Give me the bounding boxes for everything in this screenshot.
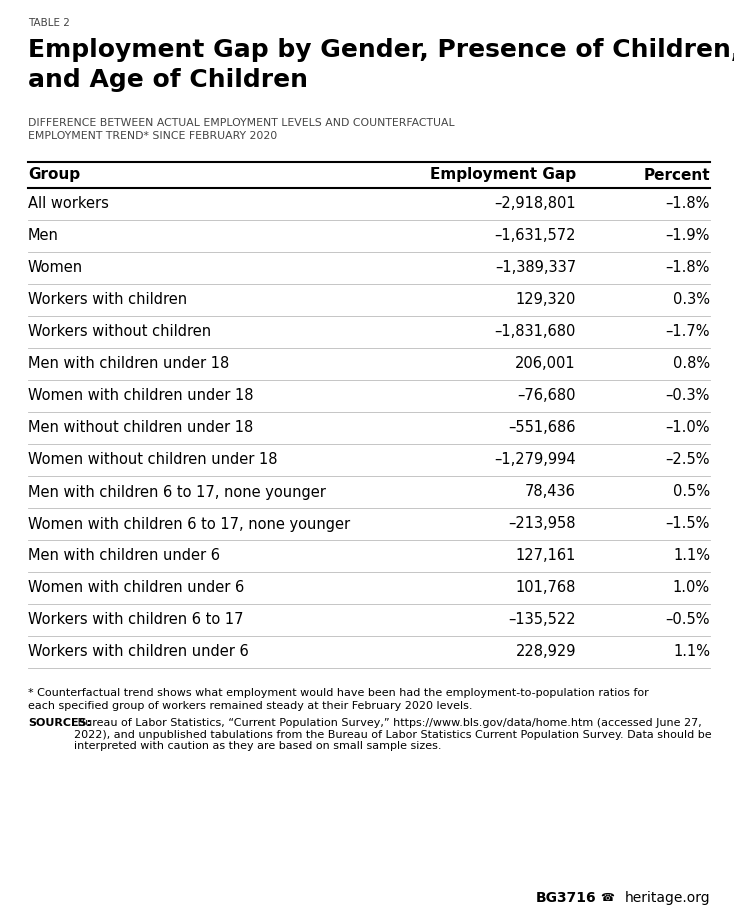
Text: –1,389,337: –1,389,337 [495,260,576,276]
Text: Women with children under 6: Women with children under 6 [28,581,244,595]
Text: –135,522: –135,522 [509,613,576,627]
Text: TABLE 2: TABLE 2 [28,18,70,28]
Text: –0.3%: –0.3% [666,388,710,404]
Text: 228,929: 228,929 [515,645,576,660]
Text: Workers with children under 6: Workers with children under 6 [28,645,249,660]
Text: –551,686: –551,686 [509,420,576,435]
Text: –1,279,994: –1,279,994 [495,453,576,467]
Text: each specified group of workers remained steady at their February 2020 levels.: each specified group of workers remained… [28,701,473,711]
Text: –1.8%: –1.8% [666,260,710,276]
Text: Workers with children: Workers with children [28,292,187,308]
Text: * Counterfactual trend shows what employment would have been had the employment-: * Counterfactual trend shows what employ… [28,688,649,698]
Text: –1.5%: –1.5% [666,517,710,531]
Text: –1.7%: –1.7% [666,324,710,340]
Text: –1.0%: –1.0% [666,420,710,435]
Text: Men with children under 6: Men with children under 6 [28,549,220,563]
Text: Women with children under 18: Women with children under 18 [28,388,253,404]
Text: 206,001: 206,001 [515,356,576,372]
Text: DIFFERENCE BETWEEN ACTUAL EMPLOYMENT LEVELS AND COUNTERFACTUAL: DIFFERENCE BETWEEN ACTUAL EMPLOYMENT LEV… [28,118,454,128]
Text: 0.8%: 0.8% [673,356,710,372]
Text: 1.1%: 1.1% [673,645,710,660]
Text: Employment Gap: Employment Gap [430,168,576,182]
Text: Men without children under 18: Men without children under 18 [28,420,253,435]
Text: 1.1%: 1.1% [673,549,710,563]
Text: 129,320: 129,320 [515,292,576,308]
Text: 0.5%: 0.5% [673,485,710,499]
Text: Men with children 6 to 17, none younger: Men with children 6 to 17, none younger [28,485,326,499]
Text: SOURCES:: SOURCES: [28,718,91,728]
Text: –1,831,680: –1,831,680 [495,324,576,340]
Text: –1.8%: –1.8% [666,197,710,212]
Text: Group: Group [28,168,80,182]
Text: Employment Gap by Gender, Presence of Children,: Employment Gap by Gender, Presence of Ch… [28,38,734,62]
Text: Women with children 6 to 17, none younger: Women with children 6 to 17, none younge… [28,517,350,531]
Text: –0.5%: –0.5% [666,613,710,627]
Text: All workers: All workers [28,197,109,212]
Text: Workers without children: Workers without children [28,324,211,340]
Text: and Age of Children: and Age of Children [28,68,308,92]
Text: Workers with children 6 to 17: Workers with children 6 to 17 [28,613,244,627]
Text: Women without children under 18: Women without children under 18 [28,453,277,467]
Text: –1.9%: –1.9% [666,228,710,244]
Text: Men: Men [28,228,59,244]
Text: 0.3%: 0.3% [673,292,710,308]
Text: –76,680: –76,680 [517,388,576,404]
Text: 1.0%: 1.0% [673,581,710,595]
Text: Men with children under 18: Men with children under 18 [28,356,229,372]
Text: –213,958: –213,958 [509,517,576,531]
Text: Women: Women [28,260,83,276]
Text: 78,436: 78,436 [525,485,576,499]
Text: EMPLOYMENT TREND* SINCE FEBRUARY 2020: EMPLOYMENT TREND* SINCE FEBRUARY 2020 [28,131,277,141]
Text: 127,161: 127,161 [515,549,576,563]
Text: ☎: ☎ [600,893,614,903]
Text: –1,631,572: –1,631,572 [495,228,576,244]
Text: Bureau of Labor Statistics, “Current Population Survey,” https://www.bls.gov/dat: Bureau of Labor Statistics, “Current Pop… [74,718,712,751]
Text: –2,918,801: –2,918,801 [495,197,576,212]
Text: Percent: Percent [644,168,710,182]
Text: –2.5%: –2.5% [666,453,710,467]
Text: 101,768: 101,768 [515,581,576,595]
Text: BG3716: BG3716 [536,891,597,905]
Text: heritage.org: heritage.org [625,891,710,905]
